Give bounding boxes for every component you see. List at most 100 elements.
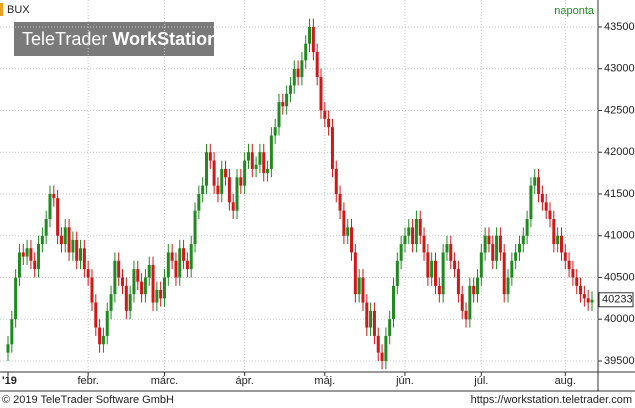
candle-body	[323, 110, 327, 119]
last-price-label: 40233	[602, 294, 633, 306]
candle-body	[71, 239, 75, 253]
candle-body	[124, 285, 128, 311]
candle-body	[121, 277, 125, 286]
candle-body	[285, 93, 289, 107]
candle-body	[464, 310, 468, 320]
y-tick-label: 43500	[604, 21, 635, 33]
candle-body	[369, 310, 373, 328]
candle-body	[59, 235, 63, 245]
candle-body	[308, 26, 312, 44]
candle-body	[296, 68, 300, 78]
candle-body	[468, 285, 472, 320]
candle-body	[537, 177, 541, 194]
candle-body	[338, 193, 342, 211]
candle-body	[563, 252, 567, 261]
candle-body	[288, 85, 292, 94]
candle-body	[174, 260, 178, 278]
interval-label: naponta	[554, 5, 595, 17]
candle-body	[262, 152, 266, 174]
candle-body	[224, 168, 228, 178]
candle-body	[239, 177, 243, 186]
candle-body	[552, 219, 556, 245]
logo	[14, 22, 214, 56]
logo-text: TeleTrader WorkStation	[22, 29, 218, 49]
candle-body	[193, 210, 197, 245]
candle-body	[556, 235, 560, 245]
candle-body	[529, 185, 533, 220]
candle-body	[342, 210, 346, 236]
candle-body	[525, 219, 529, 236]
candle-body	[254, 164, 258, 169]
candle-body	[357, 277, 361, 295]
candle-body	[327, 118, 331, 128]
candle-body	[487, 235, 491, 245]
candle-body	[75, 239, 79, 261]
candle-body	[151, 264, 155, 303]
candle-body	[6, 344, 10, 353]
candle-body	[414, 219, 418, 245]
candle-body	[250, 152, 254, 169]
candle-body	[101, 335, 105, 345]
candle-body	[353, 252, 357, 295]
candle-body	[132, 269, 136, 295]
candle-body	[136, 269, 140, 282]
candle-body	[201, 185, 205, 194]
x-tick-label: '19	[2, 375, 17, 387]
x-tick-label: máj.	[314, 375, 335, 387]
y-tick-label: 40000	[604, 313, 635, 325]
logo-part: WorkStation	[112, 29, 218, 49]
candle-body	[37, 244, 41, 270]
y-tick-label: 43000	[604, 63, 635, 75]
candle-body	[411, 227, 415, 245]
candle-body	[212, 160, 216, 186]
candle-body	[67, 227, 71, 253]
candle-body	[17, 252, 21, 278]
candle-body	[544, 202, 548, 211]
candle-body	[330, 127, 334, 169]
y-tick-label: 42500	[604, 104, 635, 116]
candle-body	[506, 277, 510, 295]
copyright: © 2019 TeleTrader Software GmbH	[2, 394, 174, 406]
candle-body	[430, 260, 434, 278]
candle-body	[315, 52, 319, 78]
candle-body	[273, 127, 277, 136]
candle-body	[227, 177, 231, 203]
candle-body	[52, 193, 56, 199]
candle-body	[155, 290, 159, 303]
candle-body	[159, 290, 163, 299]
candle-body	[10, 319, 14, 345]
candle-body	[437, 285, 441, 295]
candle-body	[281, 102, 285, 107]
candle-body	[128, 294, 132, 311]
candle-body	[498, 235, 502, 253]
candle-body	[40, 235, 44, 245]
candle-body	[399, 244, 403, 261]
candle-body	[403, 235, 407, 245]
candle-body	[29, 248, 33, 261]
candle-body	[510, 260, 514, 278]
candle-body	[208, 152, 212, 161]
candle-body	[460, 294, 464, 311]
candle-body	[395, 260, 399, 286]
candle-body	[514, 252, 518, 261]
candle-body	[79, 248, 83, 261]
candle-body	[258, 152, 262, 165]
candle-body	[361, 277, 365, 303]
candle-body	[63, 227, 67, 245]
candle-body	[300, 60, 304, 78]
candle-body	[204, 152, 208, 186]
candle-body	[243, 160, 247, 186]
y-tick-label: 39500	[604, 355, 635, 367]
x-tick-label: jún.	[395, 375, 414, 387]
candle-body	[113, 260, 117, 295]
candle-body	[380, 352, 384, 361]
candle-body	[472, 285, 476, 295]
candle-body	[277, 102, 281, 128]
candle-body	[559, 235, 563, 253]
candle-body	[586, 298, 590, 303]
candle-body	[434, 260, 438, 286]
candle-body	[407, 227, 411, 236]
candle-body	[548, 210, 552, 220]
candle-body	[384, 335, 388, 361]
